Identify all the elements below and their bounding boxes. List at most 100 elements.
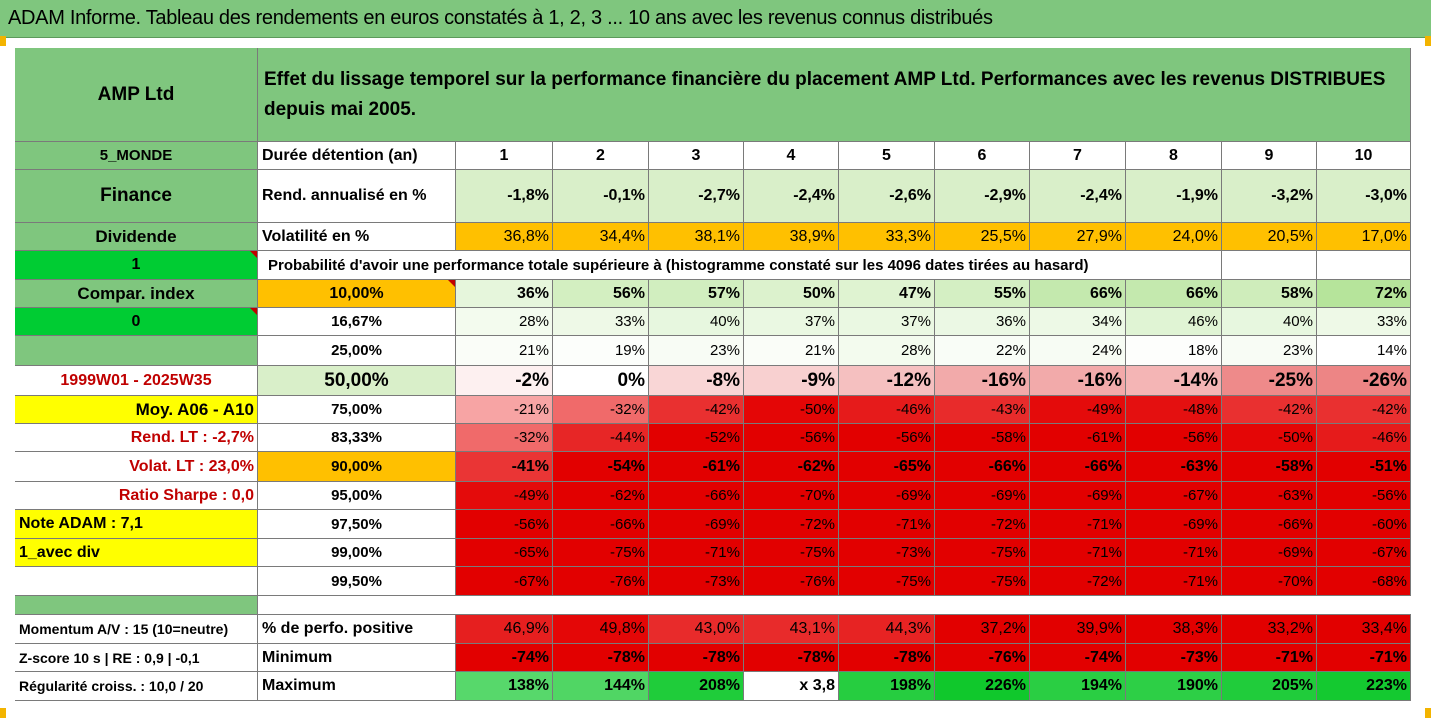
annual-return-value: -2,7% [649, 170, 744, 223]
probability-value: -49% [456, 482, 553, 510]
title-bar: ADAM Informe. Tableau des rendements en … [0, 0, 1431, 38]
probability-value: 66% [1126, 280, 1222, 308]
year-header: 5 [839, 142, 935, 170]
maximum-label: Maximum [258, 672, 456, 701]
maximum-value: 194% [1030, 672, 1126, 701]
probability-value: -69% [839, 482, 935, 510]
minimum-value: -78% [744, 644, 839, 672]
minimum-value: -78% [839, 644, 935, 672]
regularity-label: Régularité croiss. : 10,0 / 20 [15, 672, 258, 701]
probability-value: -50% [744, 396, 839, 424]
probability-value: -69% [935, 482, 1030, 510]
probability-value: -25% [1222, 366, 1317, 396]
sharpe-label: Ratio Sharpe : 0,0 [15, 482, 258, 510]
minimum-value: -71% [1317, 644, 1411, 672]
separator-row [258, 596, 1411, 615]
probability-value: 21% [456, 336, 553, 366]
probability-value: -60% [1317, 510, 1411, 539]
volatility-value: 36,8% [456, 223, 553, 251]
annual-return-value: -1,9% [1126, 170, 1222, 223]
empty-cell [1222, 251, 1317, 280]
probability-value: -56% [456, 510, 553, 539]
probability-value: -70% [1222, 567, 1317, 596]
pct-positive-value: 37,2% [935, 615, 1030, 644]
threshold-label: 10,00% [258, 280, 456, 308]
minimum-value: -73% [1126, 644, 1222, 672]
maximum-value: 198% [839, 672, 935, 701]
probability-value: -46% [1317, 424, 1411, 452]
maximum-value: 138% [456, 672, 553, 701]
probability-value: -42% [649, 396, 744, 424]
probability-value: 28% [839, 336, 935, 366]
maximum-value: 226% [935, 672, 1030, 701]
year-header: 9 [1222, 142, 1317, 170]
table-description: Effet du lissage temporel sur la perform… [258, 48, 1411, 142]
probability-value: -56% [839, 424, 935, 452]
probability-value: 34% [1030, 308, 1126, 336]
probability-value: -65% [839, 452, 935, 482]
probability-value: -66% [553, 510, 649, 539]
probability-value: -69% [1222, 539, 1317, 567]
probability-value: -71% [1030, 510, 1126, 539]
probability-value: -56% [744, 424, 839, 452]
pct-positive-value: 43,0% [649, 615, 744, 644]
year-header: 10 [1317, 142, 1411, 170]
pct-positive-value: 46,9% [456, 615, 553, 644]
probability-value: -58% [1222, 452, 1317, 482]
probability-value: 37% [839, 308, 935, 336]
annual-return-value: -1,8% [456, 170, 553, 223]
corner-marker [0, 708, 6, 718]
annual-return-value: -2,4% [744, 170, 839, 223]
probability-value: -16% [935, 366, 1030, 396]
compar-index-label: Compar. index [15, 280, 258, 308]
year-header: 1 [456, 142, 553, 170]
probability-value: -12% [839, 366, 935, 396]
annual-return-value: -2,6% [839, 170, 935, 223]
probability-value: -75% [744, 539, 839, 567]
threshold-label: 97,50% [258, 510, 456, 539]
probability-value: -72% [744, 510, 839, 539]
probability-value: -49% [1030, 396, 1126, 424]
probability-value: -61% [1030, 424, 1126, 452]
probability-value: 33% [553, 308, 649, 336]
probability-value: 18% [1126, 336, 1222, 366]
probability-value: 21% [744, 336, 839, 366]
probability-value: -69% [1126, 510, 1222, 539]
probability-value: 56% [553, 280, 649, 308]
pct-positive-label: % de perfo. positive [258, 615, 456, 644]
sector-label: Finance [15, 170, 258, 223]
period-label: 1999W01 - 2025W35 [15, 366, 258, 396]
annual-return-label: Rend. annualisé en % [258, 170, 456, 223]
probability-value: -71% [1126, 539, 1222, 567]
probability-value: -71% [839, 510, 935, 539]
zscore-label: Z-score 10 s | RE : 0,9 | -0,1 [15, 644, 258, 672]
probability-value: 58% [1222, 280, 1317, 308]
probability-value: -69% [1030, 482, 1126, 510]
minimum-value: -74% [456, 644, 553, 672]
probability-value: -44% [553, 424, 649, 452]
probability-value: 55% [935, 280, 1030, 308]
probability-value: -56% [1126, 424, 1222, 452]
probability-value: -32% [553, 396, 649, 424]
volatility-value: 33,3% [839, 223, 935, 251]
corner-marker [0, 36, 6, 46]
volat-lt-label: Volat. LT : 23,0% [15, 452, 258, 482]
maximum-value: 223% [1317, 672, 1411, 701]
probability-value: 57% [649, 280, 744, 308]
maximum-value: x 3,8 [744, 672, 839, 701]
annual-return-value: -2,9% [935, 170, 1030, 223]
probability-value: 46% [1126, 308, 1222, 336]
annual-return-value: -2,4% [1030, 170, 1126, 223]
probability-value: 0% [553, 366, 649, 396]
company-name: AMP Ltd [15, 48, 258, 142]
volatility-label: Volatilité en % [258, 223, 456, 251]
probability-value: -62% [553, 482, 649, 510]
volatility-value: 38,1% [649, 223, 744, 251]
probability-value: -71% [1030, 539, 1126, 567]
minimum-value: -76% [935, 644, 1030, 672]
probability-value: 40% [649, 308, 744, 336]
minimum-value: -78% [649, 644, 744, 672]
volatility-value: 27,9% [1030, 223, 1126, 251]
probability-value: -73% [839, 539, 935, 567]
